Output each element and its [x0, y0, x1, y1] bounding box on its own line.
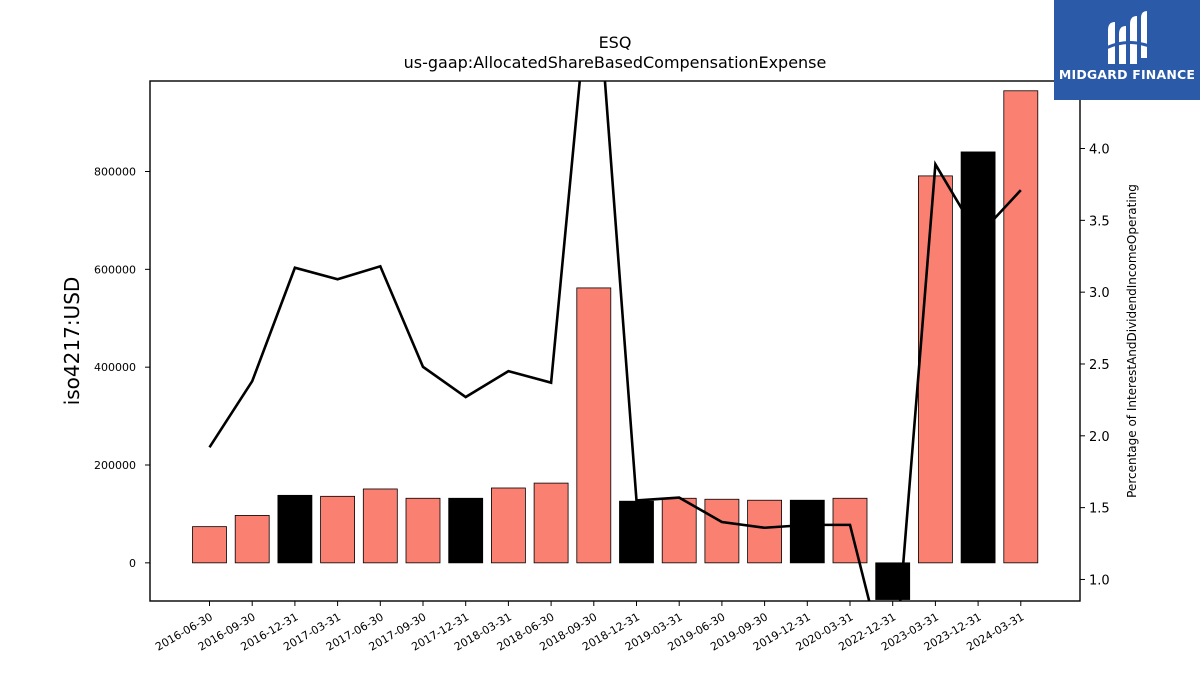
- bar: [661, 497, 697, 564]
- bar: [832, 497, 868, 564]
- y-axis-right: 1.0 1.5 2.0 2.5 3.0 3.5 4.0: [1080, 143, 1110, 588]
- plot-frame: [149, 80, 1081, 602]
- chart-title: ESQ: [599, 33, 632, 52]
- y-left-tick-label: 400000: [94, 361, 136, 374]
- y-axis-left-label: iso4217:USD: [60, 277, 84, 406]
- y-right-tick-label: 3.5: [1089, 214, 1110, 229]
- brand-logo: MIDGARD FINANCE: [1054, 0, 1200, 100]
- y-axis-right-label: Percentage of InterestAndDividendIncomeO…: [1125, 184, 1139, 498]
- bar: [960, 151, 996, 564]
- y-right-tick-label: 2.0: [1089, 430, 1110, 445]
- bar: [533, 482, 569, 564]
- y-right-tick-label: 1.5: [1089, 502, 1110, 517]
- bar: [362, 488, 398, 564]
- y-left-tick-label: 800000: [94, 165, 136, 178]
- bar: [619, 500, 654, 564]
- logo-mark-icon: [1105, 11, 1150, 64]
- y-right-tick-label: 3.0: [1089, 286, 1110, 301]
- bar: [704, 498, 740, 564]
- bar: [875, 562, 911, 600]
- bar: [234, 514, 270, 564]
- bar: [918, 175, 953, 564]
- y-right-tick-label: 2.5: [1089, 358, 1110, 373]
- bar: [192, 526, 227, 564]
- bar: [490, 487, 526, 564]
- chart-subtitle: us-gaap:AllocatedShareBasedCompensationE…: [404, 53, 827, 72]
- percentage-line: [208, 81, 1022, 601]
- y-axis-left: 0 200000 400000 600000 800000: [94, 165, 150, 570]
- bar: [320, 495, 356, 564]
- logo-text: MIDGARD FINANCE: [1058, 67, 1196, 82]
- bar: [448, 497, 484, 564]
- line-series: [208, 81, 1022, 601]
- bar: [405, 497, 441, 564]
- bar: [277, 494, 313, 564]
- bar-series: [192, 90, 1039, 600]
- y-left-tick-label: 200000: [94, 459, 136, 472]
- bar: [747, 499, 782, 564]
- y-right-tick-label: 1.0: [1089, 573, 1110, 588]
- y-left-tick-label: 600000: [94, 263, 136, 276]
- bar: [1003, 90, 1039, 564]
- bar: [576, 287, 612, 564]
- y-left-tick-label: 0: [129, 557, 136, 570]
- x-axis: 2016-06-302016-09-302016-12-312017-03-31…: [153, 601, 1026, 654]
- bar: [789, 499, 825, 564]
- y-right-tick-label: 4.0: [1089, 143, 1110, 158]
